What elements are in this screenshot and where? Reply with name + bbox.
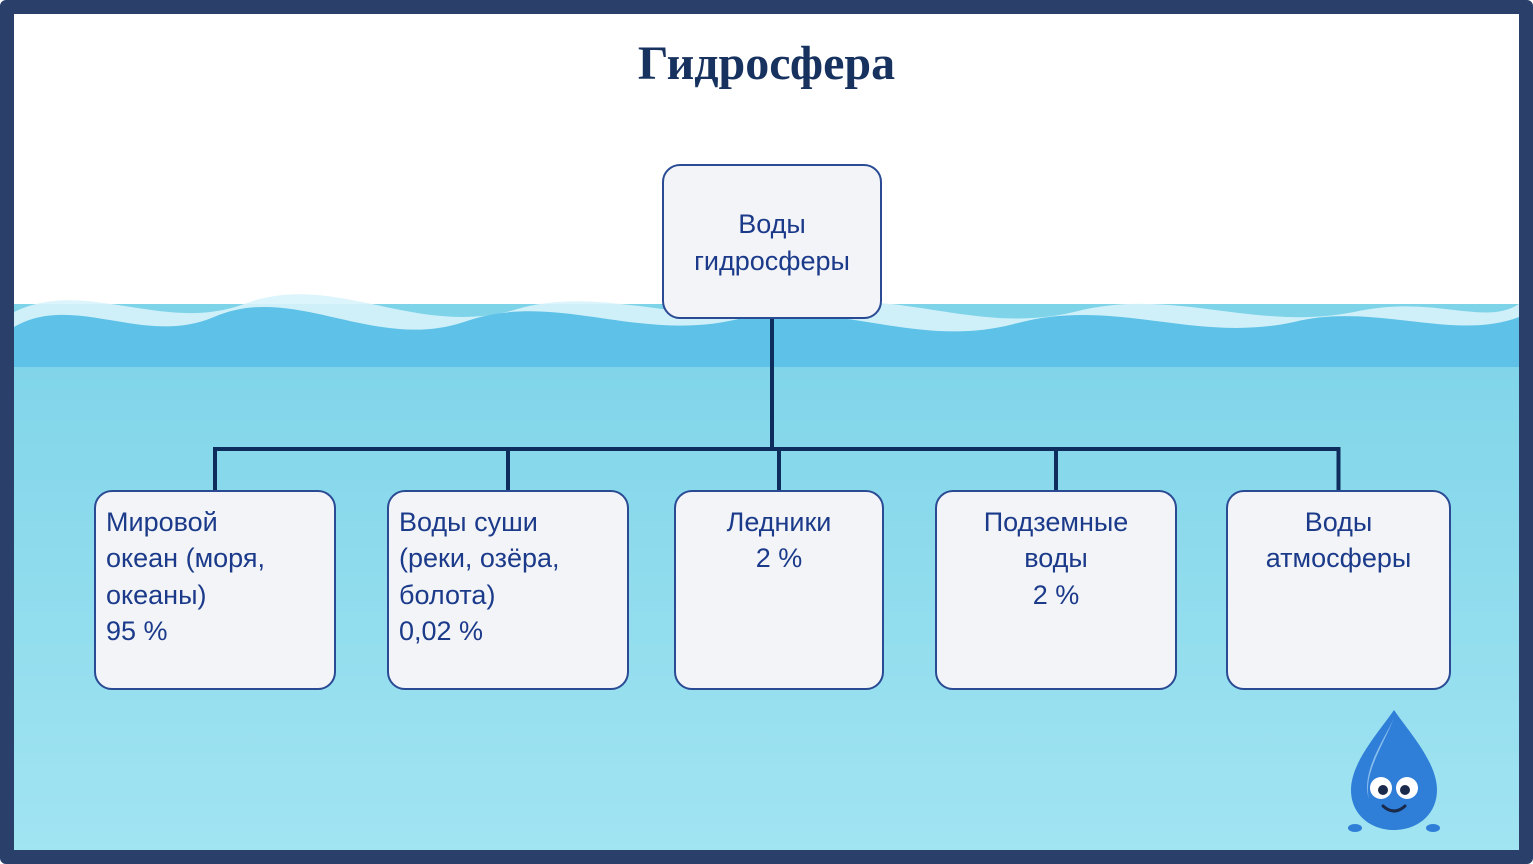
page-title: Гидросфера bbox=[14, 36, 1519, 91]
diagram-child-0-line1: Мировой bbox=[106, 504, 324, 540]
diagram-child-node-0: Мировойокеан (моря,океаны)95 % bbox=[94, 490, 336, 690]
diagram-child-1-line3: болота) bbox=[399, 577, 617, 613]
diagram-root-node: Воды гидросферы bbox=[662, 164, 882, 319]
diagram-child-1-line1: Воды суши bbox=[399, 504, 617, 540]
root-node-line1: Воды bbox=[674, 206, 870, 242]
diagram-child-0-line3: океаны) bbox=[106, 577, 324, 613]
diagram-child-3-line3: 2 % bbox=[947, 577, 1165, 613]
diagram-child-0-line4: 95 % bbox=[106, 613, 324, 649]
diagram-child-3-line2: воды bbox=[947, 540, 1165, 576]
diagram-child-1-line4: 0,02 % bbox=[399, 613, 617, 649]
diagram-child-2-line1: Ледники bbox=[686, 504, 872, 540]
diagram-child-2-line2: 2 % bbox=[686, 540, 872, 576]
diagram-child-node-4: Водыатмосферы bbox=[1226, 490, 1451, 690]
diagram-child-node-1: Воды суши(реки, озёра,болота)0,02 % bbox=[387, 490, 629, 690]
diagram-child-3-line1: Подземные bbox=[947, 504, 1165, 540]
diagram-child-node-3: Подземныеводы2 % bbox=[935, 490, 1177, 690]
root-node-line2: гидросферы bbox=[674, 243, 870, 279]
diagram-child-node-2: Ледники2 % bbox=[674, 490, 884, 690]
diagram-child-1-line2: (реки, озёра, bbox=[399, 540, 617, 576]
slide-frame: Гидросфера Воды гидросферы Мировойокеан … bbox=[0, 0, 1533, 864]
diagram-child-0-line2: океан (моря, bbox=[106, 540, 324, 576]
water-drop-mascot-icon bbox=[1339, 702, 1449, 832]
diagram-child-4-line2: атмосферы bbox=[1238, 540, 1439, 576]
diagram-child-4-line1: Воды bbox=[1238, 504, 1439, 540]
